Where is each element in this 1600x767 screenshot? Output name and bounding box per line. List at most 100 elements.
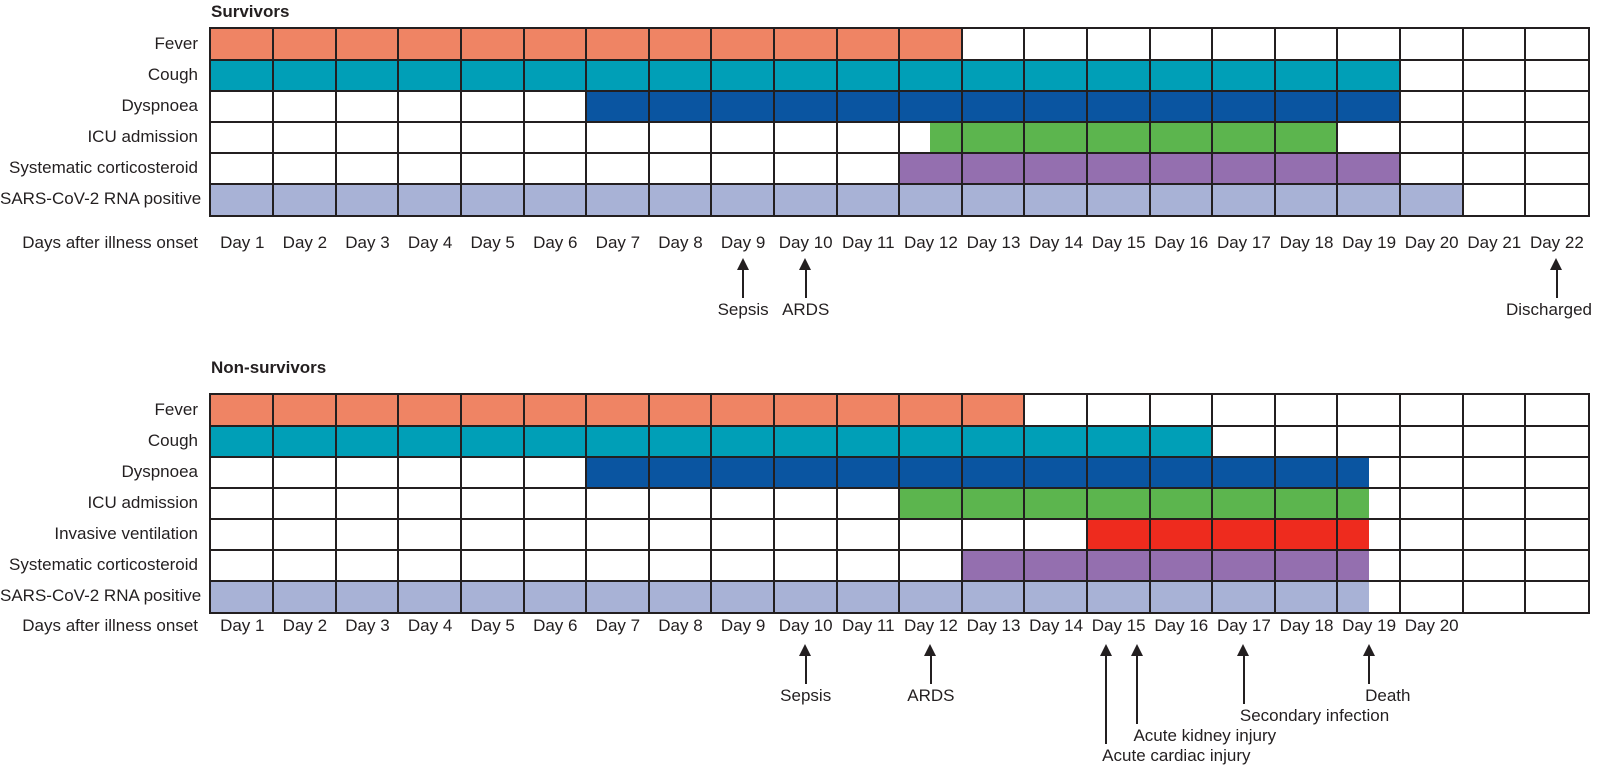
row-label-sars-cov-2-rna-positive: SARS-CoV-2 RNA positive	[0, 586, 202, 605]
survivors-panel: Survivors Fever Cough Dyspnoea ICU admissio…	[0, 0, 1600, 345]
grid-line-vertical	[334, 394, 337, 612]
grid-line-vertical	[397, 394, 400, 612]
day-label-19: Day 19	[1342, 616, 1397, 635]
timeline-bar-invasive-ventilation	[1086, 518, 1369, 550]
day-label-1: Day 1	[220, 233, 265, 252]
acute-cardiac-injury-arrow-line	[1105, 654, 1108, 744]
grid-line-horizontal	[210, 455, 1588, 458]
grid-line-vertical	[1211, 394, 1214, 612]
grid-line-horizontal	[210, 182, 1588, 185]
day-label-9: Day 9	[720, 233, 766, 252]
grid-line-vertical	[835, 394, 838, 612]
row-label-systematic-corticosteroid: Systematic corticosteroid	[9, 555, 198, 574]
day-label-17: Day 17	[1216, 233, 1271, 252]
grid-line-vertical	[1085, 394, 1088, 612]
day-label-11: Day 11	[841, 616, 895, 635]
sepsis-arrow-line	[742, 268, 745, 298]
day-label-12: Day 12	[903, 233, 958, 252]
day-label-18: Day 18	[1279, 233, 1334, 252]
day-label-6: Day 6	[533, 233, 578, 252]
grid-line-vertical	[522, 394, 525, 612]
row-label-dyspnoea: Dyspnoea	[121, 96, 198, 115]
annotation-label-discharged: Discharged	[1506, 300, 1592, 319]
timeline-bar-sars-cov-2-rna-positive	[210, 580, 1369, 612]
day-label-3: Day 3	[345, 233, 390, 252]
row-label-sars-cov-2-rna-positive: SARS-CoV-2 RNA positive	[0, 189, 202, 208]
ards-arrow-line	[804, 268, 807, 298]
day-label-22: Day 22	[1529, 233, 1584, 252]
timeline-bar-icu-admission	[899, 487, 1369, 519]
row-label-cough: Cough	[147, 431, 198, 450]
day-label-16: Day 16	[1154, 616, 1209, 635]
day-label-10: Day 10	[778, 616, 833, 635]
grid-line-horizontal	[210, 517, 1588, 520]
ards-arrow-up-icon	[799, 258, 812, 270]
row-label-systematic-corticosteroid: Systematic corticosteroid	[9, 158, 198, 177]
grid-line-horizontal	[210, 424, 1588, 427]
grid-line-vertical	[960, 394, 963, 612]
row-label-dyspnoea: Dyspnoea	[121, 462, 198, 481]
day-label-7: Day 7	[595, 616, 641, 635]
day-label-7: Day 7	[595, 233, 641, 252]
sepsis-arrow-up-icon	[799, 644, 812, 656]
discharged-arrow-line	[1555, 268, 1558, 298]
non-survivors-panel: Non-survivors Fever Cough Dyspnoea ICU admi…	[0, 352, 1600, 767]
timeline-bar-dyspnoea	[586, 90, 1400, 122]
acute-cardiac-injury-arrow-up-icon	[1099, 644, 1112, 656]
day-label-2: Day 2	[282, 616, 328, 635]
annotation-label-sepsis: Sepsis	[717, 300, 769, 319]
day-label-15: Day 15	[1091, 233, 1146, 252]
day-label-3: Day 3	[345, 616, 390, 635]
annotation-label-ards: ARDS	[907, 686, 955, 705]
discharged-arrow-up-icon	[1550, 258, 1563, 270]
day-label-11: Day 11	[841, 233, 895, 252]
acute-kidney-injury-arrow-line	[1136, 654, 1139, 724]
secondary-infection-arrow-up-icon	[1237, 644, 1250, 656]
day-label-12: Day 12	[903, 616, 958, 635]
day-label-5: Day 5	[470, 233, 515, 252]
day-label-1: Day 1	[220, 616, 265, 635]
sepsis-arrow-line	[804, 654, 807, 684]
day-label-14: Day 14	[1029, 233, 1084, 252]
timeline-bar-cough	[210, 59, 1400, 91]
day-label-2: Day 2	[282, 233, 328, 252]
day-label-21: Day 21	[1467, 233, 1522, 252]
grid-line-vertical	[710, 394, 713, 612]
grid-line-vertical	[1273, 394, 1276, 612]
day-label-13: Day 13	[966, 616, 1021, 635]
day-label-20: Day 20	[1404, 616, 1459, 635]
day-label-10: Day 10	[778, 233, 833, 252]
day-label-15: Day 15	[1091, 616, 1146, 635]
grid-line-horizontal	[210, 486, 1588, 489]
day-label-5: Day 5	[470, 616, 515, 635]
grid-line-vertical	[647, 394, 650, 612]
grid-line-horizontal	[210, 548, 1588, 551]
annotation-label-acute-kidney-injury: Acute kidney injury	[1133, 726, 1277, 745]
annotation-label-ards: ARDS	[782, 300, 830, 319]
row-label-invasive-ventilation: Invasive ventilation	[54, 524, 198, 543]
grid-line-horizontal	[210, 120, 1588, 123]
grid-line-vertical	[272, 394, 275, 612]
timeline-bar-icu-admission	[930, 121, 1338, 153]
grid-line-vertical	[898, 394, 901, 612]
day-label-14: Day 14	[1029, 616, 1084, 635]
secondary-infection-arrow-line	[1242, 654, 1245, 704]
row-label-fever: Fever	[154, 400, 198, 419]
day-label-13: Day 13	[966, 233, 1021, 252]
grid-line-vertical	[585, 394, 588, 612]
grid-line-vertical	[1148, 394, 1151, 612]
grid-line-vertical	[459, 394, 462, 612]
grid-line-vertical	[1336, 394, 1339, 612]
day-label-9: Day 9	[720, 616, 766, 635]
row-label-cough: Cough	[147, 65, 198, 84]
day-label-16: Day 16	[1154, 233, 1209, 252]
timeline-bar-fever	[210, 394, 1025, 426]
day-label-19: Day 19	[1342, 233, 1397, 252]
non-survivors-grid	[208, 392, 1590, 614]
annotation-label-acute-cardiac-injury: Acute cardiac injury	[1102, 746, 1251, 765]
day-label-6: Day 6	[533, 616, 578, 635]
day-label-8: Day 8	[658, 616, 703, 635]
survivors-panel-title: Survivors	[211, 2, 290, 21]
day-label-20: Day 20	[1404, 233, 1459, 252]
row-label-icu-admission: ICU admission	[87, 493, 198, 512]
